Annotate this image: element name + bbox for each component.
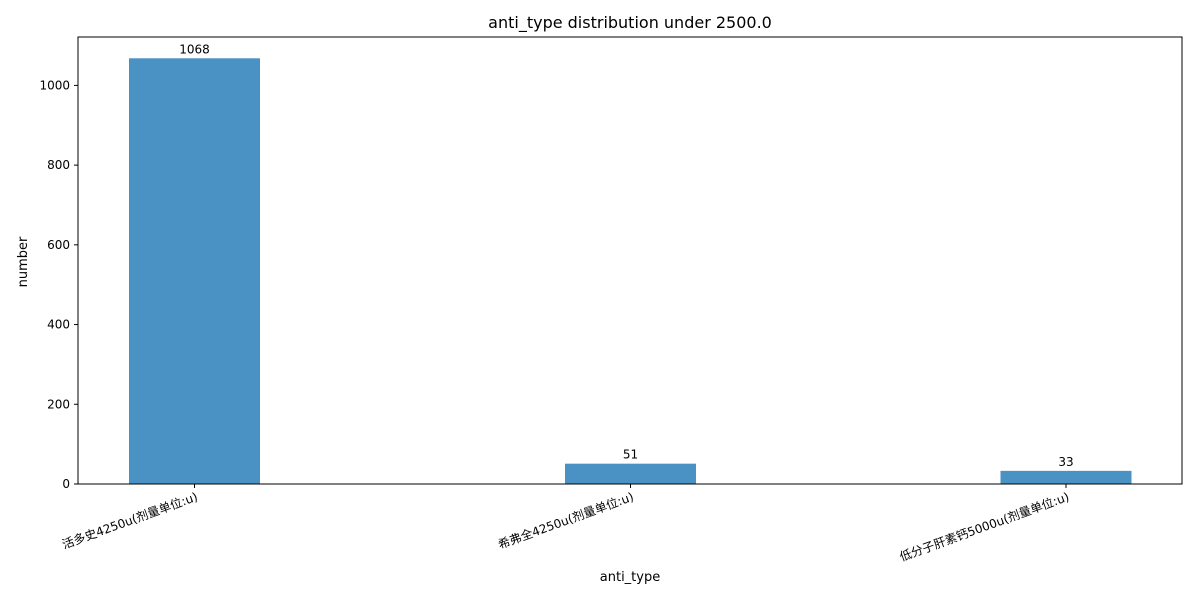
- data-label-2: 51: [623, 448, 638, 462]
- x-tick-label-2: 希弗全4250u(剂量单位:u): [496, 489, 636, 552]
- y-tick-label-3: 400: [47, 318, 70, 332]
- bar-3: [1000, 470, 1132, 484]
- y-tick-label-4: 600: [47, 238, 70, 252]
- chart-title: anti_type distribution under 2500.0: [488, 13, 772, 33]
- data-label-1: 1068: [179, 42, 210, 56]
- x-tick-label-1: 活多史4250u(剂量单位:u): [60, 489, 200, 552]
- x-axis-label: anti_type: [600, 570, 660, 585]
- bar-2: [565, 463, 696, 484]
- y-tick-label-6: 1000: [39, 78, 70, 92]
- x-tick-label-3: 低分子肝素钙5000u(剂量单位:u): [898, 489, 1071, 564]
- y-tick-label-1: 0: [62, 477, 70, 491]
- plot-area: 1068 51 33 0 200 400 600 800 1000 活多史4250u(剂量单位:u…: [39, 36, 1183, 564]
- y-tick-label-2: 200: [47, 397, 70, 411]
- y-tick-label-5: 800: [47, 158, 70, 172]
- bar-1: [129, 58, 260, 485]
- data-label-3: 33: [1058, 455, 1073, 469]
- y-axis-label: number: [16, 236, 31, 287]
